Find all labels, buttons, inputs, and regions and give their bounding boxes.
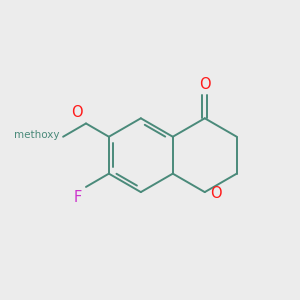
Text: F: F	[74, 190, 82, 205]
Text: O: O	[71, 106, 83, 121]
Text: O: O	[199, 77, 211, 92]
Text: methoxy: methoxy	[14, 130, 59, 140]
Text: O: O	[210, 186, 222, 201]
